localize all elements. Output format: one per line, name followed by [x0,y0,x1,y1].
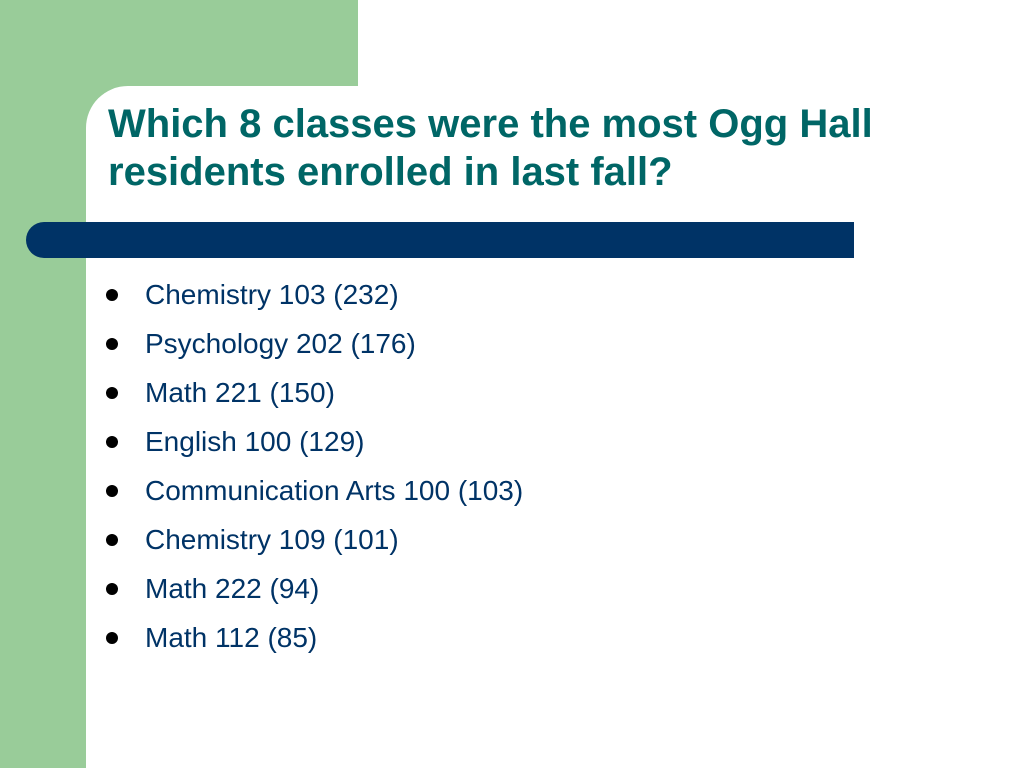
bullet-text: Chemistry 103 (232) [145,278,399,310]
content-panel [86,86,1024,768]
bullet-dot-icon [106,582,118,595]
bullet-dot-icon [106,435,118,448]
list-item: Chemistry 103 (232) [104,270,523,319]
bullet-text: Math 112 (85) [145,621,318,653]
bullet-dot-icon [106,631,118,644]
bullet-dot-icon [106,386,118,399]
list-item: Math 221 (150) [104,368,523,417]
list-item: Math 222 (94) [104,564,523,613]
list-item: Psychology 202 (176) [104,319,523,368]
list-item: English 100 (129) [104,417,523,466]
bullet-text: Chemistry 109 (101) [145,523,399,555]
bullet-dot-icon [106,337,118,350]
title-underline-bar [26,222,854,258]
slide-title: Which 8 classes were the most Ogg Hall r… [108,102,873,194]
bullet-text: Math 221 (150) [145,376,335,408]
bullet-dot-icon [106,484,118,497]
bullet-list: Chemistry 103 (232) Psychology 202 (176)… [104,270,523,662]
list-item: Math 112 (85) [104,613,523,662]
bullet-dot-icon [106,533,118,546]
list-item: Chemistry 109 (101) [104,515,523,564]
bullet-text: Communication Arts 100 (103) [145,474,524,506]
bullet-text: English 100 (129) [145,425,365,457]
bullet-dot-icon [106,288,118,301]
bullet-text: Math 222 (94) [145,572,320,604]
list-item: Communication Arts 100 (103) [104,466,523,515]
bullet-text: Psychology 202 (176) [145,327,416,359]
